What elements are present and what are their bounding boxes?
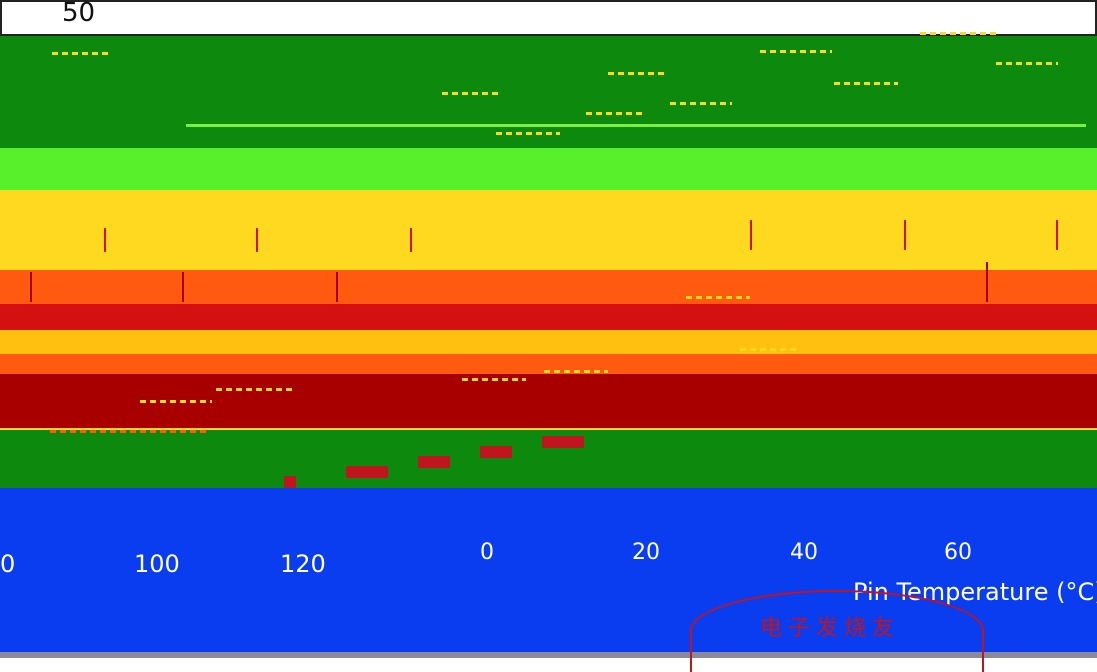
dash-mark — [496, 132, 560, 135]
red-block — [542, 436, 584, 448]
red-block — [480, 446, 512, 458]
x-tick-label: 20 — [632, 540, 660, 565]
gridline — [186, 124, 1086, 127]
dash-mark — [216, 388, 292, 391]
red-block — [418, 456, 450, 468]
red-block — [284, 476, 296, 488]
tick-mark — [336, 272, 338, 302]
x-tick-label: 60 — [944, 540, 972, 565]
dash-mark — [760, 50, 832, 53]
band-grey-bottom — [0, 652, 1097, 658]
x-tick-label: 40 — [790, 540, 818, 565]
dash-mark — [50, 430, 210, 433]
tick-mark — [256, 228, 258, 252]
band-dark-green — [0, 36, 1097, 148]
band-red — [0, 304, 1097, 330]
tick-mark — [182, 272, 184, 302]
tick-mark — [30, 272, 32, 302]
dash-mark — [140, 400, 212, 403]
tick-mark — [104, 228, 106, 252]
band-orange — [0, 270, 1097, 304]
watermark-stamp — [690, 590, 984, 672]
dash-mark — [442, 92, 502, 95]
dash-mark — [670, 102, 732, 105]
dash-mark — [52, 52, 112, 55]
band-yellow-2 — [0, 330, 1097, 354]
dash-mark — [834, 82, 898, 85]
tick-mark — [904, 220, 906, 250]
x-tick-label: 0 — [480, 540, 494, 565]
y-axis-top-label: 50 — [62, 0, 96, 28]
dash-mark — [586, 112, 646, 115]
gridline — [0, 428, 1097, 430]
dash-mark — [608, 72, 668, 75]
band-light-green — [0, 148, 1097, 190]
tick-mark — [750, 220, 752, 250]
band-yellow — [0, 190, 1097, 270]
x-tick-label: 120 — [280, 550, 326, 578]
x-tick-label: 100 — [134, 550, 180, 578]
dash-mark — [686, 296, 750, 299]
tick-mark — [1056, 220, 1058, 250]
dash-mark — [996, 62, 1058, 65]
watermark-stamp-text: 电子发烧友 — [760, 616, 901, 641]
dash-mark — [462, 378, 526, 381]
top-border-strip — [0, 0, 1097, 36]
red-block — [346, 466, 388, 478]
tick-mark — [986, 262, 988, 302]
band-orange-2 — [0, 354, 1097, 374]
tick-mark — [410, 228, 412, 252]
dash-mark — [740, 348, 796, 351]
x-tick-label: 0 — [0, 550, 16, 578]
dash-mark — [544, 370, 608, 373]
dash-mark — [920, 32, 1000, 35]
